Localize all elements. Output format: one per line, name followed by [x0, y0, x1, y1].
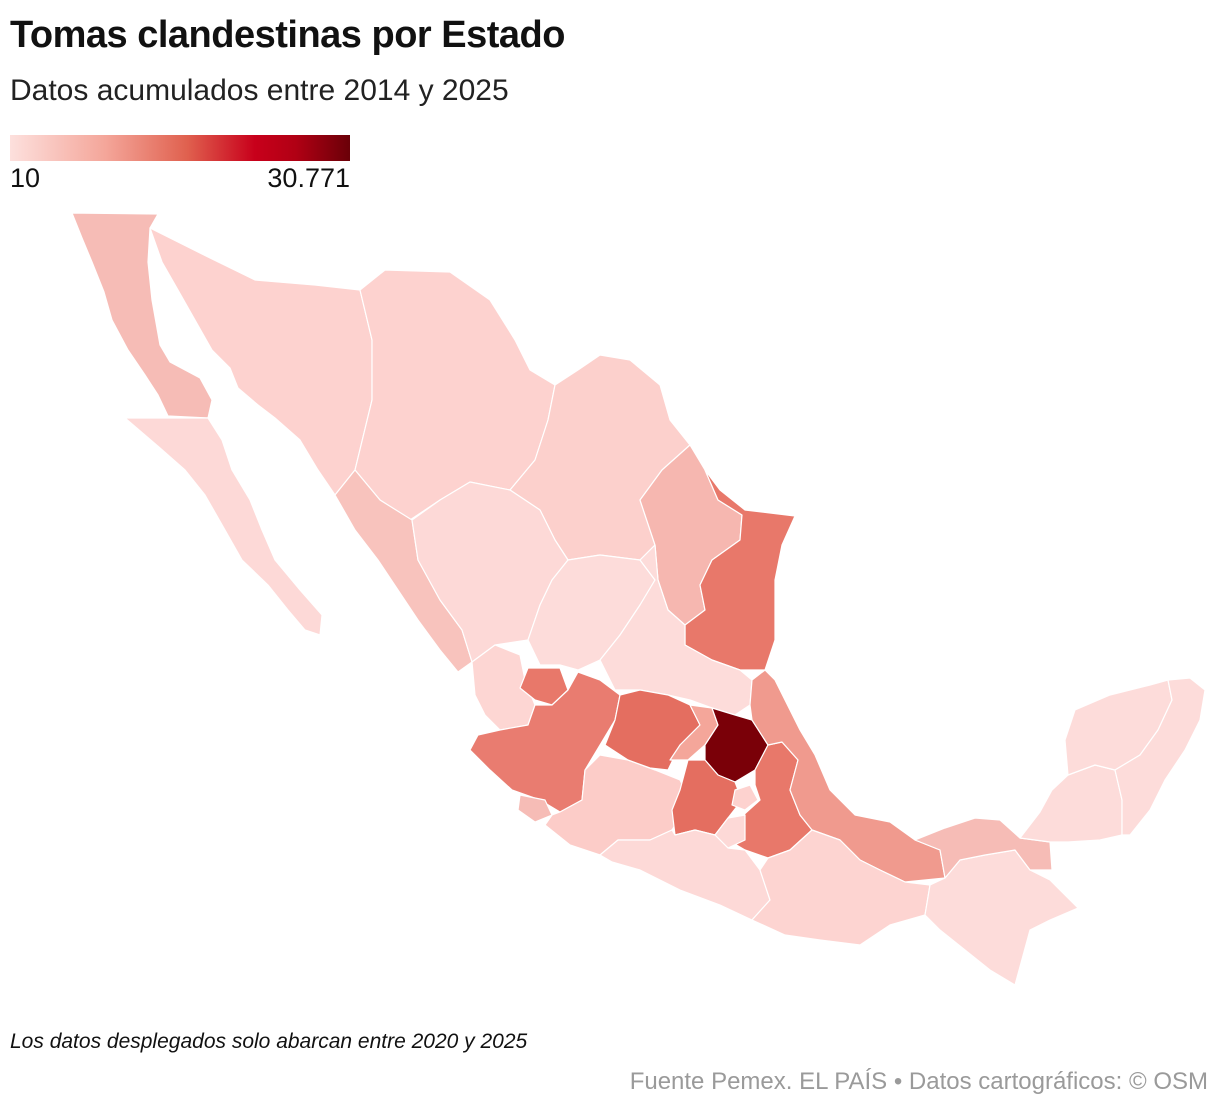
state-quintana-roo[interactable] — [1114, 677, 1206, 836]
data-note: Los datos desplegados solo abarcan entre… — [10, 1030, 528, 1053]
map-title: Tomas clandestinas por Estado — [10, 14, 565, 56]
state-oaxaca[interactable] — [751, 829, 931, 946]
state-baja-california-sur[interactable] — [124, 417, 323, 636]
state-campeche[interactable] — [1019, 764, 1123, 843]
legend-max-label: 30.771 — [267, 163, 350, 193]
source-credit: Fuente Pemex. EL PAÍS • Datos cartográfi… — [629, 1068, 1208, 1095]
color-legend: 10 30.771 — [10, 135, 350, 193]
state-tabasco[interactable] — [914, 817, 1053, 879]
state-guerrero[interactable] — [599, 829, 771, 921]
map-subtitle: Datos acumulados entre 2014 y 2025 — [10, 74, 509, 107]
state-jalisco[interactable] — [469, 671, 621, 813]
legend-min-label: 10 — [10, 163, 41, 193]
legend-labels: 10 30.771 — [10, 161, 350, 193]
legend-gradient-bar — [10, 135, 350, 161]
state-colima[interactable] — [517, 794, 553, 823]
state-sonora[interactable] — [149, 227, 373, 496]
state-baja-california[interactable] — [71, 212, 213, 419]
mexico-choropleth-map — [71, 212, 1206, 986]
state-cdmx[interactable] — [731, 784, 759, 811]
